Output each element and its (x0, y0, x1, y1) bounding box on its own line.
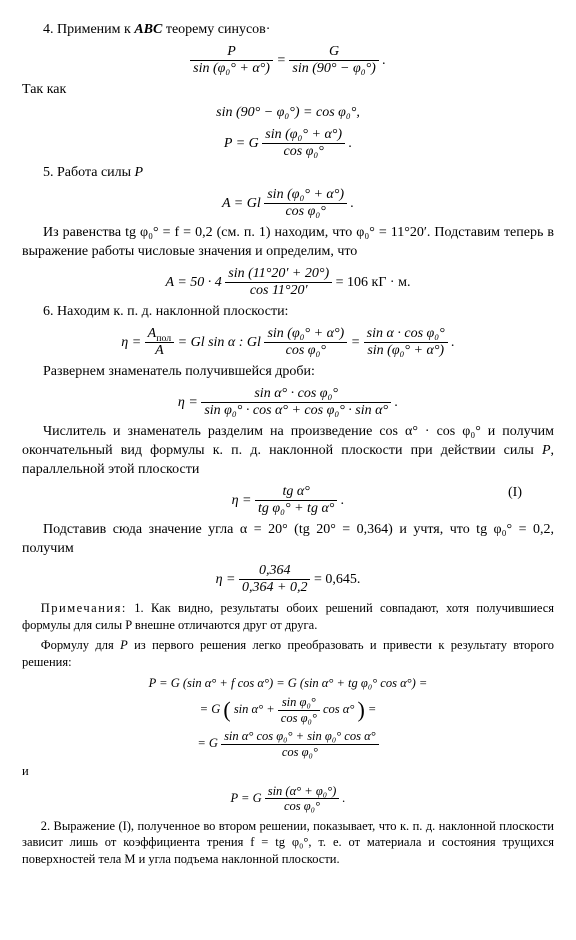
para-4: Подставив сюда значение угла α = 20° (tg… (22, 521, 554, 559)
para-2: Развернем знаменатель получившейся дроби… (22, 363, 554, 382)
notes-2: 2. Выражение (I), полученное во втором р… (22, 818, 554, 869)
d4-den: cos φ₀° (265, 799, 340, 813)
d3-frac: sin α° cos φ₀° + sin φ₀° cos α° cos φ₀° (221, 729, 379, 759)
f1-rhs-den: sin (90° − φ₀°) (289, 61, 378, 77)
step-5: 5. Работа силы P (22, 164, 554, 183)
f3-den: cos φ₀° (262, 144, 345, 160)
formula-4: A = Gl sin (φ₀° + α°) cos φ₀° . (22, 187, 554, 220)
formula-8: η = tg α° tg φ₀° + tg α° . (I) (22, 484, 554, 517)
f6-num3: sin α · cos φ₀° (364, 326, 448, 343)
f6-den1: A (145, 343, 174, 359)
frac-6c: sin α · cos φ₀° sin (φ₀° + α°) (364, 326, 448, 359)
f7-den: sin φ₀° · cos α° + cos φ₀° · sin α° (201, 403, 391, 419)
d3a: = G (197, 736, 218, 750)
frac-8: tg α° tg φ₀° + tg α° (255, 484, 337, 517)
f4-lhs: A = Gl (222, 196, 261, 211)
step-5-text: 5. Работа силы (43, 165, 131, 180)
p-symbol-2: P (542, 443, 551, 458)
notes-label: Примечания: (41, 601, 127, 615)
formula-5: A = 50 · 4 sin (11°20′ + 20°) cos 11°20′… (22, 266, 554, 299)
d4-num: sin (α° + φ₀°) (265, 784, 340, 799)
d2-frac: sin φ₀° cos φ₀° (278, 695, 320, 725)
f6-lhs: η = (121, 335, 141, 350)
f6-num2: sin (φ₀° + α°) (264, 326, 347, 343)
f5-lhs: A = 50 · 4 (166, 275, 222, 290)
f6-den2: cos φ₀° (264, 343, 347, 359)
frac-3: sin (φ₀° + α°) cos φ₀° (262, 127, 345, 160)
d2-den: cos φ₀° (278, 711, 320, 725)
f6-mid: = Gl sin α : Gl (178, 335, 261, 350)
para-3: Числитель и знаменатель разделим на прои… (22, 423, 554, 480)
p-symbol-3: P (120, 638, 128, 652)
d2-num: sin φ₀° (278, 695, 320, 710)
deriv-3: = G sin α° cos φ₀° + sin φ₀° cos α° cos … (22, 729, 554, 759)
f1-lhs-num: P (190, 44, 273, 61)
frac-7: sin α° · cos φ₀° sin φ₀° · cos α° + cos … (201, 386, 391, 419)
and-label: и (22, 763, 554, 780)
formula-9: η = 0,364 0,364 + 0,2 = 0,645. (22, 563, 554, 596)
deriv-2: = G ( sin α° + sin φ₀° cos φ₀° cos α° ) … (22, 695, 554, 725)
p-symbol: P (135, 165, 144, 180)
para-1: Из равенства tg φ₀° = f = 0,2 (см. п. 1)… (22, 224, 554, 262)
f6-den3: sin (φ₀° + α°) (364, 343, 448, 359)
f4-den: cos φ₀° (264, 204, 347, 220)
frac-4: sin (φ₀° + α°) cos φ₀° (264, 187, 347, 220)
f1-lhs-den: sin (φ₀° + α°) (190, 61, 273, 77)
step-4: 4. Применим к ABC теорему синусов· (22, 21, 554, 40)
d2-in2: cos α° (323, 702, 354, 716)
deriv-4: P = G sin (α° + φ₀°) cos φ₀° . (22, 784, 554, 814)
step-6: 6. Находим к. п. д. наклонной плоскости: (22, 303, 554, 322)
f3-lhs: P = G (224, 136, 259, 151)
f9-num: 0,364 (239, 563, 310, 580)
d4-frac: sin (α° + φ₀°) cos φ₀° (265, 784, 340, 814)
formula-7: η = sin α° · cos φ₀° sin φ₀° · cos α° + … (22, 386, 554, 419)
formula-6: η = Aпол A = Gl sin α : Gl sin (φ₀° + α°… (22, 326, 554, 359)
d4a: P = G (230, 791, 261, 805)
f9-rhs: = 0,645. (314, 572, 360, 587)
step-4-text-b: теорему синусов· (166, 22, 271, 37)
frac-6b: sin (φ₀° + α°) cos φ₀° (264, 326, 347, 359)
frac-1-rhs: G sin (90° − φ₀°) (289, 44, 378, 77)
d2-in1: sin α° + (234, 702, 275, 716)
f5-den: cos 11°20′ (225, 283, 332, 299)
notes-1: Примечания: 1. Как видно, результаты обо… (22, 600, 554, 634)
abc-symbol: ABC (134, 22, 162, 37)
frac-5: sin (11°20′ + 20°) cos 11°20′ (225, 266, 332, 299)
deriv-1: P = G (sin α° + f cos α°) = G (sin α° + … (22, 675, 554, 692)
f5-rhs: = 106 кГ · м. (336, 275, 411, 290)
f8-den: tg φ₀° + tg α° (255, 501, 337, 517)
formula-1: P sin (φ₀° + α°) = G sin (90° − φ₀°) . (22, 44, 554, 77)
f4-num: sin (φ₀° + α°) (264, 187, 347, 204)
d2b: = (368, 702, 376, 716)
formula-2: sin (90° − φ₀°) = cos φ₀°, (22, 104, 554, 123)
notes-1b: Формулу для P из первого решения легко п… (22, 637, 554, 671)
d3-den: cos φ₀° (221, 745, 379, 759)
para-3a: Числитель и знаменатель разделим на прои… (22, 424, 554, 458)
f7-num: sin α° · cos φ₀° (201, 386, 391, 403)
note-1b-pre: Формулу для (41, 638, 114, 652)
frac-1-lhs: P sin (φ₀° + α°) (190, 44, 273, 77)
eq-number-I: (I) (508, 484, 522, 503)
f3-num: sin (φ₀° + α°) (262, 127, 345, 144)
d2a: = G (200, 702, 221, 716)
since-label: Так как (22, 81, 554, 100)
f1-rhs-num: G (289, 44, 378, 61)
step-4-text: 4. Применим к (43, 22, 131, 37)
d3-num: sin α° cos φ₀° + sin φ₀° cos α° (221, 729, 379, 744)
f8-num: tg α° (255, 484, 337, 501)
f9-den: 0,364 + 0,2 (239, 580, 310, 596)
formula-3: P = G sin (φ₀° + α°) cos φ₀° . (22, 127, 554, 160)
frac-6a: Aпол A (145, 326, 174, 359)
f5-num: sin (11°20′ + 20°) (225, 266, 332, 283)
frac-9: 0,364 0,364 + 0,2 (239, 563, 310, 596)
